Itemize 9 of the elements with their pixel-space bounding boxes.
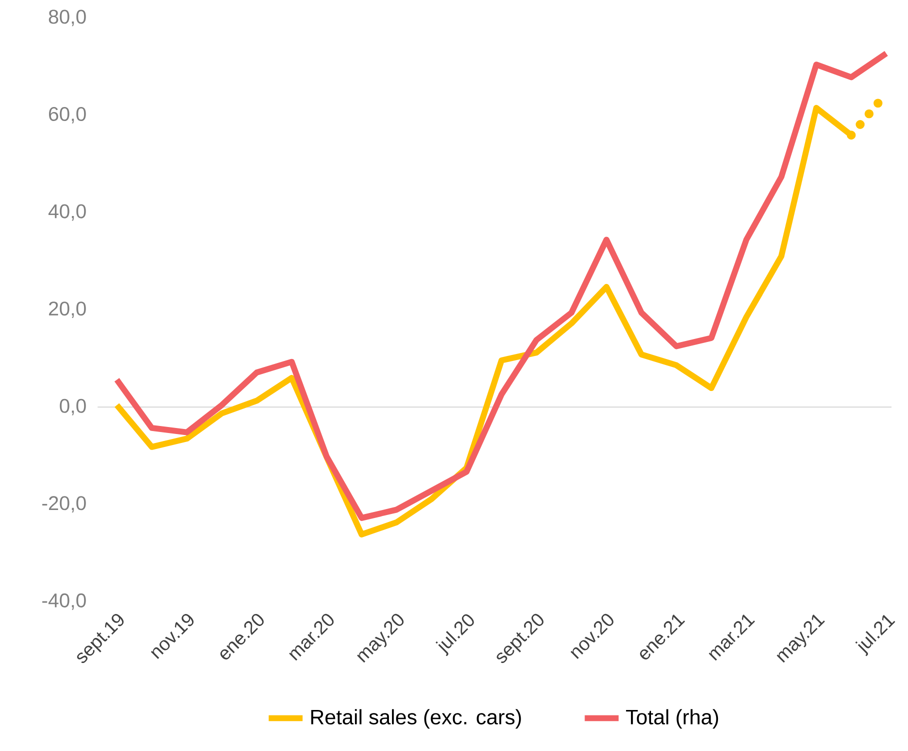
y-tick-label: 60,0	[49, 107, 86, 124]
legend-label: Total (rha)	[626, 709, 718, 729]
y-tick-label: 80,0	[48, 10, 86, 26]
y-tick-label: 0,0	[60, 398, 86, 416]
legend-label: Retail sales (exc. cars)	[311, 709, 521, 729]
y-tick-label: -40,0	[42, 593, 86, 610]
y-tick-label: 40,0	[48, 204, 86, 221]
y-tick-label: 20,0	[49, 302, 86, 318]
y-tick-label: -20,0	[42, 496, 86, 513]
